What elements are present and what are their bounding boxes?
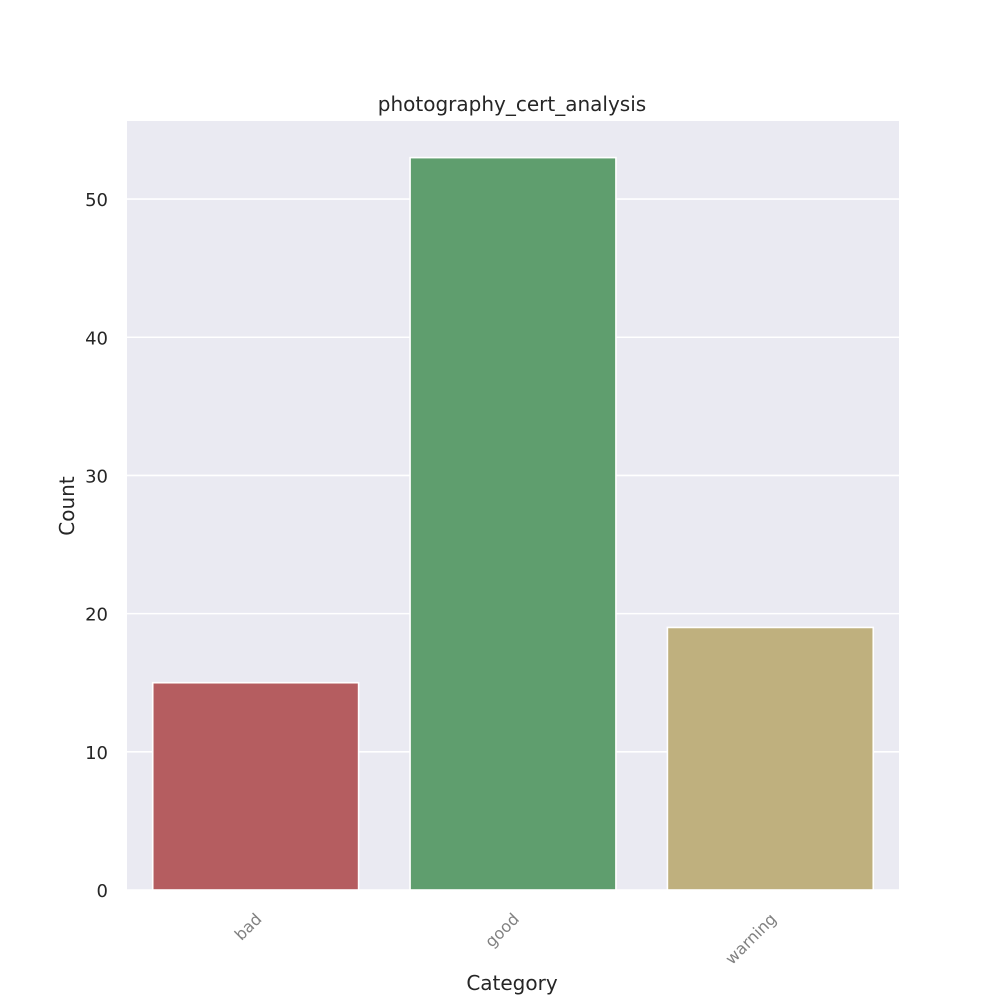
- bar-warning: [666, 626, 875, 891]
- y-tick-label: 0: [97, 881, 108, 902]
- bar-good: [409, 156, 617, 891]
- x-tick-label: good: [481, 909, 523, 951]
- x-axis-label: Category: [466, 971, 558, 995]
- x-tick-label: bad: [231, 909, 266, 944]
- x-axis-ticks: bad good warning: [231, 909, 780, 968]
- bar-bad: [151, 681, 360, 891]
- y-tick-label: 50: [85, 190, 108, 211]
- y-axis-label: Count: [55, 476, 79, 536]
- x-tick-label: warning: [721, 909, 780, 968]
- y-axis-ticks: 0 10 20 30 40 50: [85, 190, 108, 902]
- y-tick-label: 40: [85, 328, 108, 349]
- y-tick-label: 30: [85, 466, 108, 487]
- chart-title: photography_cert_analysis: [378, 92, 646, 116]
- y-tick-label: 20: [85, 605, 108, 626]
- y-tick-label: 10: [85, 743, 108, 764]
- bars: [151, 156, 875, 891]
